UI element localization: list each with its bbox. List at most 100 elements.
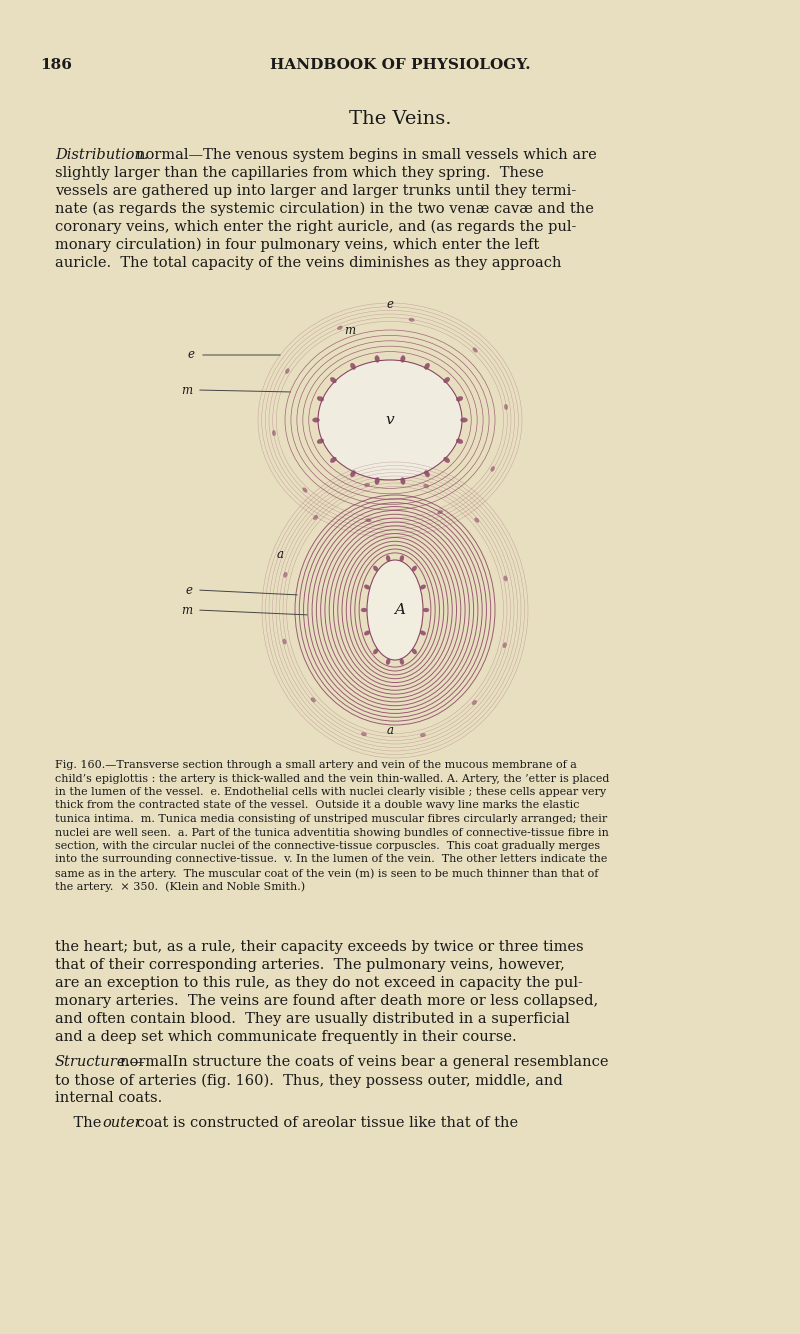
Ellipse shape [282, 639, 286, 644]
Text: internal coats.: internal coats. [55, 1091, 162, 1105]
Ellipse shape [330, 458, 336, 463]
Ellipse shape [272, 431, 276, 436]
Text: and often contain blood.  They are usually distributed in a superficial: and often contain blood. They are usuall… [55, 1013, 570, 1026]
Text: m: m [181, 383, 192, 396]
Ellipse shape [366, 519, 371, 522]
Ellipse shape [456, 439, 463, 444]
Text: section, with the circular nuclei of the connective-tissue corpuscles.  This coa: section, with the circular nuclei of the… [55, 840, 600, 851]
Ellipse shape [461, 418, 467, 423]
Ellipse shape [317, 396, 324, 402]
Text: m: m [181, 603, 192, 616]
Text: coronary veins, which enter the right auricle, and (as regards the pul-: coronary veins, which enter the right au… [55, 220, 576, 235]
Ellipse shape [367, 560, 423, 660]
Text: are an exception to this rule, as they do not exceed in capacity the pul-: are an exception to this rule, as they d… [55, 976, 583, 990]
Ellipse shape [444, 458, 450, 463]
Ellipse shape [424, 471, 430, 478]
Text: A: A [394, 603, 406, 618]
Ellipse shape [364, 631, 370, 635]
Text: HANDBOOK OF PHYSIOLOGY.: HANDBOOK OF PHYSIOLOGY. [270, 57, 530, 72]
Ellipse shape [311, 698, 315, 702]
Ellipse shape [401, 478, 405, 484]
Text: tunica intima.  m. Tunica media consisting of unstriped muscular fibres circular: tunica intima. m. Tunica media consistin… [55, 814, 607, 824]
Text: Distribution.: Distribution. [55, 148, 148, 161]
Ellipse shape [472, 700, 477, 704]
Text: e: e [386, 299, 394, 312]
Text: normal—The venous system begins in small vessels which are: normal—The venous system begins in small… [136, 148, 596, 161]
Ellipse shape [330, 378, 336, 383]
Ellipse shape [302, 488, 307, 492]
Ellipse shape [386, 659, 390, 664]
Text: monary circulation) in four pulmonary veins, which enter the left: monary circulation) in four pulmonary ve… [55, 237, 539, 252]
Ellipse shape [420, 584, 426, 590]
Text: outer: outer [102, 1117, 142, 1130]
Text: nuclei are well seen.  a. Part of the tunica adventitia showing bundles of conne: nuclei are well seen. a. Part of the tun… [55, 827, 609, 838]
Text: e: e [188, 348, 195, 362]
Text: v: v [386, 414, 394, 427]
Text: auricle.  The total capacity of the veins diminishes as they approach: auricle. The total capacity of the veins… [55, 256, 562, 269]
Ellipse shape [375, 478, 379, 484]
Ellipse shape [420, 734, 426, 736]
Text: same as in the artery.  The muscular coat of the vein (m) is seen to be much thi: same as in the artery. The muscular coat… [55, 868, 598, 879]
Text: thick from the contracted state of the vessel.  Outside it a double wavy line ma: thick from the contracted state of the v… [55, 800, 579, 811]
Ellipse shape [286, 368, 290, 374]
Ellipse shape [409, 317, 414, 321]
Text: normalIn structure the coats of veins bear a general resemblance: normalIn structure the coats of veins be… [120, 1055, 608, 1069]
Text: the artery.  × 350.  (Klein and Noble Smith.): the artery. × 350. (Klein and Noble Smit… [55, 882, 305, 892]
Text: e: e [185, 583, 192, 596]
Text: m: m [345, 324, 355, 336]
Ellipse shape [423, 484, 429, 488]
Ellipse shape [318, 360, 462, 480]
Text: monary arteries.  The veins are found after death more or less collapsed,: monary arteries. The veins are found aft… [55, 994, 598, 1009]
Ellipse shape [424, 363, 430, 370]
Text: that of their corresponding arteries.  The pulmonary veins, however,: that of their corresponding arteries. Th… [55, 958, 565, 972]
Text: and a deep set which communicate frequently in their course.: and a deep set which communicate frequen… [55, 1030, 517, 1045]
Text: vessels are gathered up into larger and larger trunks until they termi-: vessels are gathered up into larger and … [55, 184, 576, 197]
Text: slightly larger than the capillaries from which they spring.  These: slightly larger than the capillaries fro… [55, 165, 544, 180]
Ellipse shape [400, 659, 404, 664]
Ellipse shape [400, 555, 404, 562]
Ellipse shape [401, 355, 405, 363]
Ellipse shape [412, 566, 417, 571]
Text: into the surrounding connective-tissue.  v. In the lumen of the vein.  The other: into the surrounding connective-tissue. … [55, 855, 607, 864]
Ellipse shape [504, 404, 508, 410]
Ellipse shape [456, 396, 463, 402]
Text: 186: 186 [40, 57, 72, 72]
Ellipse shape [364, 584, 370, 590]
Ellipse shape [350, 471, 356, 478]
Ellipse shape [420, 631, 426, 635]
Ellipse shape [504, 576, 507, 582]
Text: The: The [55, 1117, 106, 1130]
Ellipse shape [283, 572, 287, 578]
Ellipse shape [386, 555, 390, 562]
Ellipse shape [361, 608, 367, 612]
Ellipse shape [490, 467, 494, 471]
Text: nate (as regards the systemic circulation) in the two venæ cavæ and the: nate (as regards the systemic circulatio… [55, 201, 594, 216]
Ellipse shape [374, 566, 378, 571]
Text: coat is constructed of areolar tissue like that of the: coat is constructed of areolar tissue li… [132, 1117, 518, 1130]
Ellipse shape [313, 418, 319, 423]
Ellipse shape [503, 643, 506, 648]
Ellipse shape [412, 648, 417, 654]
Ellipse shape [365, 483, 370, 487]
Ellipse shape [474, 518, 479, 523]
Ellipse shape [473, 348, 478, 352]
Text: to those of arteries (fig. 160).  Thus, they possess outer, middle, and: to those of arteries (fig. 160). Thus, t… [55, 1073, 562, 1087]
Ellipse shape [314, 515, 318, 520]
Ellipse shape [374, 648, 378, 654]
Ellipse shape [375, 355, 379, 363]
Ellipse shape [338, 325, 342, 329]
Ellipse shape [350, 363, 356, 370]
Text: Structure.—: Structure.— [55, 1055, 146, 1069]
Ellipse shape [362, 732, 366, 736]
Text: a: a [386, 723, 394, 736]
Text: the heart; but, as a rule, their capacity exceeds by twice or three times: the heart; but, as a rule, their capacit… [55, 940, 584, 954]
Ellipse shape [317, 439, 324, 444]
Text: The Veins.: The Veins. [349, 109, 451, 128]
Ellipse shape [438, 510, 442, 514]
Text: in the lumen of the vessel.  e. Endothelial cells with nuclei clearly visible ; : in the lumen of the vessel. e. Endotheli… [55, 787, 606, 796]
Ellipse shape [423, 608, 429, 612]
Text: a: a [277, 548, 283, 562]
Ellipse shape [444, 378, 450, 383]
Text: Fig. 160.—Transverse section through a small artery and vein of the mucous membr: Fig. 160.—Transverse section through a s… [55, 760, 577, 770]
Text: child’s epiglottis : the artery is thick-walled and the vein thin-walled. A. Art: child’s epiglottis : the artery is thick… [55, 774, 610, 783]
